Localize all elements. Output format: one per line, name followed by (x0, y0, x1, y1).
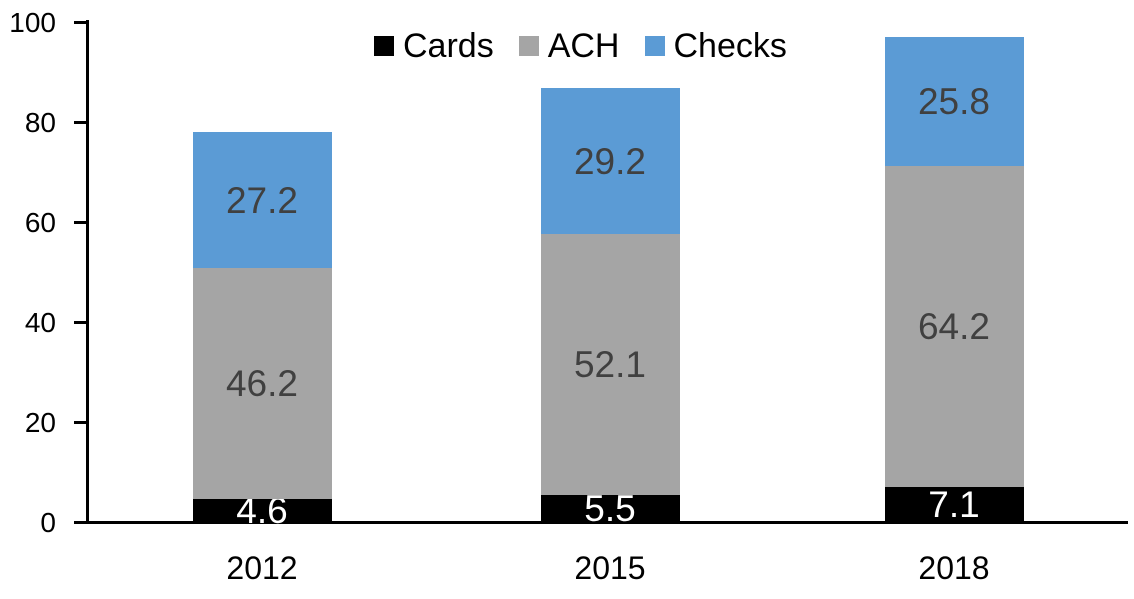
legend-swatch-checks (644, 36, 665, 56)
legend-label: Checks (673, 27, 787, 65)
bar-value-label: 5.5 (584, 487, 636, 529)
stacked-bar-2015: 5.5 52.1 29.2 (540, 88, 680, 527)
stacked-bar-2012: 4.6 46.2 27.2 (192, 132, 332, 529)
y-axis-tick-label: 40 (24, 307, 56, 338)
bar-value-label: 7.1 (928, 483, 980, 525)
x-axis-label-2015: 2015 (574, 550, 646, 586)
bar-segment-cards-2018: 7.1 (884, 483, 1024, 525)
y-axis-tick (74, 121, 87, 124)
y-axis-tick (74, 321, 87, 324)
bar-value-label: 27.2 (225, 179, 298, 221)
legend-item-checks: Checks (644, 27, 787, 65)
y-axis-tick-label: 100 (9, 7, 56, 38)
y-axis-tick-label: 0 (40, 507, 56, 538)
legend-swatch-ach (518, 36, 539, 56)
legend-label: Cards (403, 27, 494, 65)
y-axis-tick-label: 60 (24, 207, 56, 238)
bar-segment-cards-2015: 5.5 (540, 490, 680, 527)
y-axis-tick-label: 20 (24, 407, 56, 438)
bar-segment-ach-2015: 52.1 (540, 234, 680, 495)
bar-segment-ach-2012: 46.2 (192, 268, 332, 499)
y-axis-line (86, 20, 89, 524)
bar-value-label: 52.1 (573, 343, 646, 385)
legend-swatch-cards (374, 36, 394, 56)
bar-segment-cards-2012: 4.6 (192, 492, 332, 529)
bar-value-label: 29.2 (573, 140, 646, 182)
bar-segment-checks-2015: 29.2 (540, 88, 680, 234)
y-axis-tick (74, 521, 87, 524)
bar-segment-ach-2018: 64.2 (884, 165, 1024, 487)
legend-label: ACH (547, 27, 620, 65)
legend-item-ach: ACH (518, 27, 620, 65)
y-axis-tick (74, 221, 87, 224)
legend-item-cards: Cards (374, 29, 494, 63)
bar-segment-checks-2018: 25.8 (884, 36, 1024, 166)
stacked-bar-2018: 7.1 64.2 25.8 (884, 36, 1024, 525)
bar-value-label: 25.8 (917, 80, 990, 122)
y-axis-tick (74, 421, 87, 424)
bar-segment-checks-2012: 27.2 (192, 132, 332, 268)
x-axis-label-2018: 2018 (918, 550, 990, 586)
y-axis-tick (74, 21, 87, 24)
legend: Cards ACH Checks (374, 29, 787, 63)
bar-value-label: 64.2 (917, 305, 990, 347)
x-axis-label-2012: 2012 (226, 550, 298, 586)
x-axis-line (76, 521, 1128, 524)
y-axis-tick-label: 80 (24, 107, 56, 138)
bar-value-label: 46.2 (225, 363, 298, 404)
